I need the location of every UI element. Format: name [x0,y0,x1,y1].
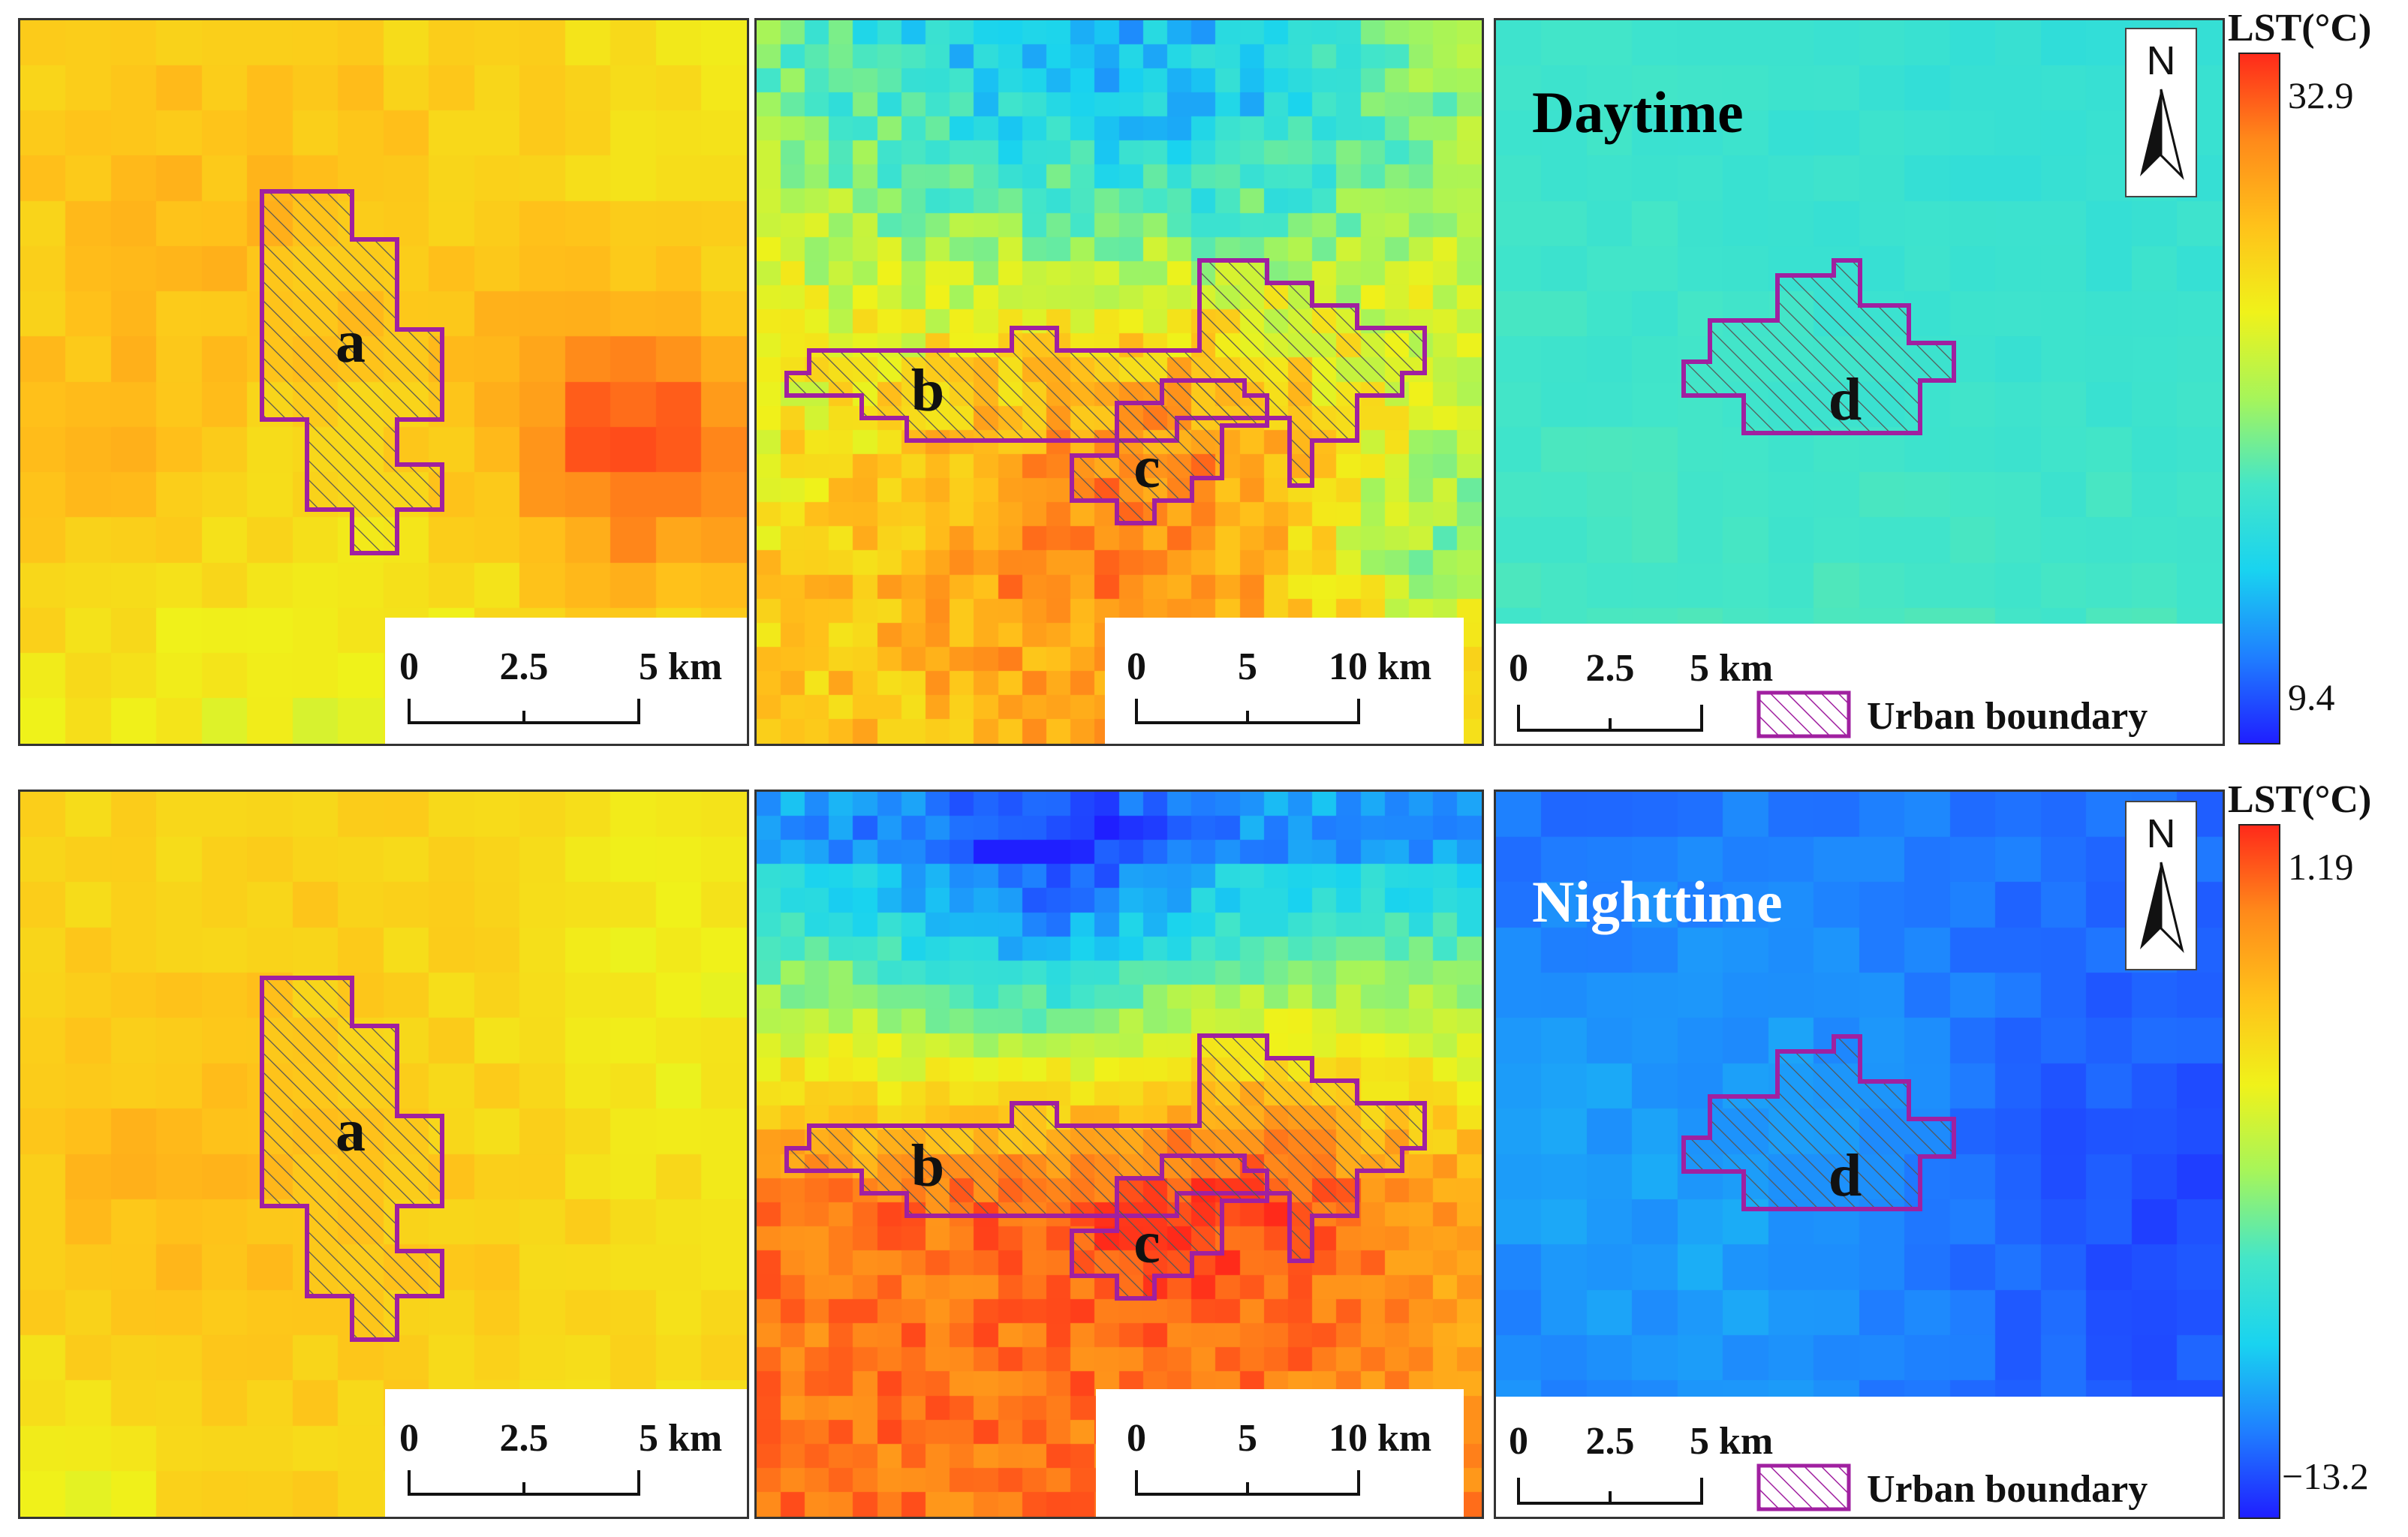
urban-overlay-d-day: d [1681,258,1956,435]
scale-tick-end: 5 km [1690,1420,1773,1463]
scale-bar-a-night: 0 2.5 5 km [385,1389,747,1517]
scale-tick-mid: 2.5 [500,645,549,688]
urban-overlay-d-night: d [1681,1034,1956,1211]
bottom-legend-night: 0 2.5 5 km Urban boundary [1496,1397,2223,1517]
urban-boundary-b [784,258,1427,488]
scale-tick-end: 10 km [1329,645,1431,688]
scale-bar-line [1135,1470,1360,1496]
colorbar-min-day: 9.4 [2288,676,2335,718]
scale-tick-end: 5 km [639,1417,722,1460]
scale-tick-0: 0 [1509,1420,1528,1463]
urban-label-b: b [911,1133,945,1199]
scale-tick-0: 0 [1509,647,1528,690]
urban-label-b: b [911,358,945,424]
urban-boundary-a [260,189,444,555]
urban-overlay-bc-day: bc [784,258,1427,525]
scale-bar-bc-day: 0 5 10 km [1105,618,1464,744]
urban-boundary-c [1070,378,1269,525]
north-label: N [2147,811,2176,856]
colorbar-title-night: LST(°C) [2228,778,2372,821]
urban-label-d: d [1829,367,1862,433]
scale-tick-0: 0 [1127,645,1146,688]
scale-bar-line [408,1470,640,1496]
urban-overlay-bc-night: bc [784,1033,1427,1301]
urban-overlay-a-day: a [260,189,444,555]
colorbar-max-night: 1.19 [2288,846,2354,888]
map-panel-d-night: d Nighttime N 0 2.5 5 km Urban boundary [1494,790,2225,1519]
scale-tick-end: 5 km [639,645,722,688]
north-arrow-icon [2140,89,2161,176]
nighttime-title: Nighttime [1532,869,1783,934]
urban-boundary-d [1681,258,1956,435]
colorbar-max-day: 32.9 [2288,74,2354,116]
urban-label-d: d [1829,1143,1862,1209]
scale-bar-bc-night: 0 5 10 km [1096,1389,1464,1517]
colorbar-min-night: −13.2 [2282,1455,2369,1497]
map-panel-a-night: a 0 2.5 5 km [18,790,749,1519]
north-arrow-day: N [2125,28,2197,197]
urban-boundary-swatch [1756,690,1851,738]
urban-label-a: a [336,309,366,375]
north-arrow-icon [2140,862,2161,949]
urban-boundary-d [1681,1034,1956,1211]
scale-bar-line [1135,699,1360,724]
scale-tick-mid: 2.5 [1586,647,1635,690]
scale-tick-0: 0 [399,1417,419,1460]
urban-label-c: c [1133,1210,1160,1276]
urban-boundary-b [784,1033,1427,1263]
map-panel-a-day: a 0 2.5 5 km [18,18,749,746]
scale-tick-0: 0 [1127,1417,1146,1460]
urban-boundary-swatch [1756,1463,1851,1511]
scale-tick-end: 5 km [1690,647,1773,690]
daytime-title: Daytime [1532,80,1744,145]
bottom-legend-day: 0 2.5 5 km Urban boundary [1496,624,2223,744]
urban-boundary-label: Urban boundary [1867,1468,2148,1511]
scale-bar-a-day: 0 2.5 5 km [385,618,747,744]
colorbar-night [2238,824,2280,1519]
north-label: N [2147,38,2176,83]
north-arrow-night: N [2125,801,2197,970]
colorbar-title-day: LST(°C) [2228,7,2372,50]
urban-boundary-label: Urban boundary [1867,695,2148,738]
map-panel-d-day: d Daytime N 0 2.5 5 km Urban boundary [1494,18,2225,746]
scale-tick-0: 0 [399,645,419,688]
scale-tick-mid: 2.5 [500,1417,549,1460]
colorbar-day [2238,53,2280,744]
scale-bar-line [408,699,640,724]
urban-overlay-a-night: a [260,976,444,1342]
urban-label-c: c [1133,435,1160,501]
scale-bar-line [1517,705,1703,732]
scale-bar-line [1517,1478,1703,1505]
scale-tick-mid: 5 [1238,1417,1257,1460]
urban-boundary-a [260,976,444,1342]
urban-label-a: a [336,1098,366,1164]
scale-tick-mid: 5 [1238,645,1257,688]
scale-tick-end: 10 km [1329,1417,1431,1460]
urban-boundary-c [1070,1154,1269,1301]
scale-tick-mid: 2.5 [1586,1420,1635,1463]
